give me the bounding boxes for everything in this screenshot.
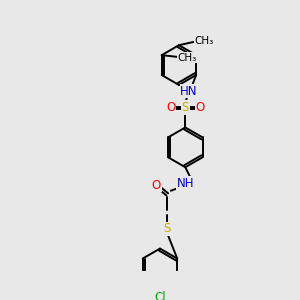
Text: CH₃: CH₃ [177, 53, 196, 63]
Text: HN: HN [180, 85, 198, 98]
Text: O: O [166, 101, 176, 114]
Text: O: O [152, 179, 161, 192]
Text: NH: NH [176, 177, 194, 190]
Text: S: S [182, 101, 189, 114]
Text: CH₃: CH₃ [195, 36, 214, 46]
Text: S: S [164, 222, 171, 235]
Text: O: O [195, 101, 204, 114]
Text: Cl: Cl [154, 291, 166, 300]
